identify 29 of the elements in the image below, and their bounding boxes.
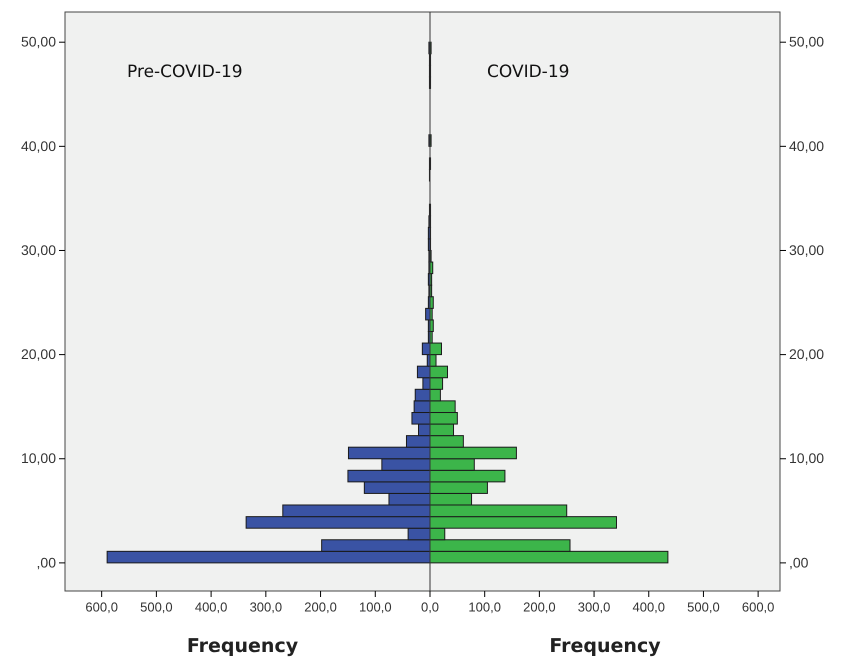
y-tick-label: 10,00 — [789, 450, 824, 466]
y-tick-label: 20,00 — [789, 346, 824, 362]
annotation: Pre-COVID-19 — [127, 62, 243, 82]
x-tick-label: 300,0 — [250, 600, 282, 615]
y-tick-label: 30,00 — [789, 242, 824, 258]
y-tick-label: 30,00 — [20, 242, 56, 258]
x-tick-label: 500,0 — [140, 600, 173, 615]
y-tick-label: 20,00 — [20, 346, 56, 362]
x-tick-label: 200,0 — [304, 600, 337, 615]
x-axis-title: Frequency — [186, 635, 299, 657]
x-tick-label: 100,0 — [468, 600, 501, 615]
y-tick-label: 40,00 — [789, 138, 824, 154]
x-axis-title: Frequency — [549, 635, 662, 657]
y-tick-label: 40,00 — [20, 138, 56, 154]
y-tick-label: 50,00 — [20, 34, 56, 50]
y-tick-label: 50,00 — [789, 34, 824, 50]
x-tick-label: 100,0 — [359, 600, 392, 615]
x-tick-label: 0,0 — [420, 600, 440, 615]
x-tick-label: 400,0 — [194, 600, 228, 615]
y-tick-label: 10,00 — [20, 450, 56, 466]
annotation: COVID-19 — [487, 62, 570, 82]
x-tick-label: 200,0 — [523, 600, 556, 615]
x-tick-label: 300,0 — [578, 600, 610, 615]
x-tick-label: 500,0 — [687, 600, 720, 615]
y-tick-label: ,00 — [36, 554, 56, 570]
x-tick-label: 600,0 — [742, 600, 774, 615]
y-tick-label: ,00 — [789, 554, 809, 570]
x-tick-label: 400,0 — [632, 600, 666, 615]
x-tick-label: 600,0 — [85, 600, 118, 615]
